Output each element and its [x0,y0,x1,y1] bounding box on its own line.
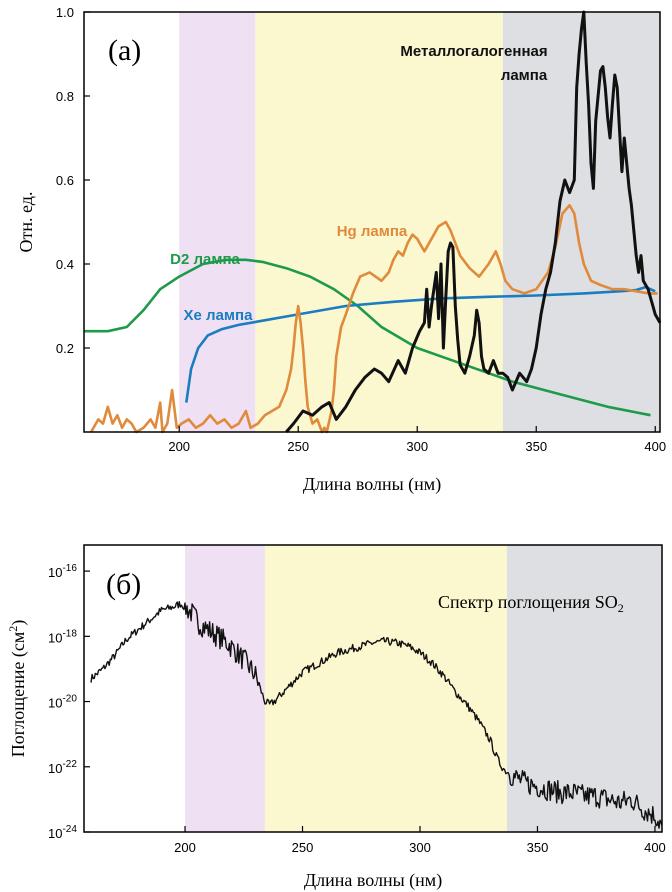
chart-b-xtick-label: 300 [409,840,431,855]
chart-b-ticks: 200 250 300 350 400 10-24 10-22 10-20 10-18 10-16 [48,563,666,855]
chart-b-ylabel-tail: ) [8,620,29,626]
chart-b-xtick-label: 250 [292,840,314,855]
chart-a-ytick-label: 1.0 [56,5,74,20]
chart-b-annotation-sub: 2 [618,601,624,615]
series-line-xe-лампа [185,285,656,403]
chart-b-annotation-main: Спектр поглощения SO [438,592,618,612]
chart-a-ylabel: Отн. ед. [16,192,36,253]
chart-b-ytick-label: 10-20 [48,694,77,711]
chart-b-frame [83,544,663,833]
chart-b-ylabel-main: Поглощение (см [8,632,29,757]
series-line-металлогалогенная-лампа [285,10,662,433]
chart-b-ytick-label: 10-16 [48,563,77,580]
chart-a-series-labels: D2 лампа Xe лампа Hg лампа Металлогалогенна… [170,43,548,324]
series-label-metal-halide: Металлогалогенная [400,43,547,60]
chart-b-ylabel-sup: 2 [6,626,20,632]
series-line-so2-absorption [90,601,663,829]
chart-a-xtick-label: 300 [406,439,428,454]
chart-a-panel-label: (а) [108,34,141,67]
chart-b-band-0 [185,545,265,832]
chart-a-band-1 [255,12,503,432]
chart-b-ylabel: Поглощение (см2) [6,620,29,757]
series-label-xe-лампа: Xe лампа [184,307,254,324]
chart-a-frame [83,11,661,433]
chart-a-xtick-label: 250 [287,439,309,454]
chart-a-xtick-label: 350 [525,439,547,454]
series-line-d2-лампа [84,258,651,417]
chart-b-panel-label: (б) [106,568,141,601]
chart-a-band-0 [179,12,256,432]
chart-b-ytick-label: 10-22 [48,759,77,776]
chart-a-ytick-label: 0.8 [56,89,74,104]
chart-a-ytick-label: 0.2 [56,341,74,356]
chart-a: 200 250 300 350 400 0.2 0.4 0.6 0.8 1.0 (а) Длина… [16,5,666,495]
chart-b-xlabel: Длина волны (нм) [304,870,442,891]
chart-a-ticks: 200 250 300 350 400 0.2 0.4 0.6 0.8 1.0 [56,5,666,454]
chart-a-ytick-label: 0.6 [56,173,74,188]
chart-b: 200 250 300 350 400 10-24 10-22 10-20 10-18 10-16… [6,544,666,891]
chart-b-band-1 [264,545,507,832]
chart-a-xtick-label: 200 [168,439,190,454]
chart-a-xtick-label: 400 [644,439,666,454]
series-label-d2-лампа: D2 лампа [170,251,240,268]
chart-b-ytick-label: 10-18 [48,628,77,645]
chart-b-ytick-label: 10-24 [48,824,77,841]
series-label-metal-halide-2: лампа [501,67,548,84]
chart-b-xtick-label: 350 [527,840,549,855]
chart-b-lines [90,601,663,829]
series-label-hg-лампа: Hg лампа [337,223,408,240]
chart-b-annotation: Спектр поглощения SO2 [438,592,624,615]
chart-b-xtick-label: 400 [644,840,666,855]
chart-b-xtick-label: 200 [174,840,196,855]
chart-a-xlabel: Длина волны (нм) [303,474,441,495]
chart-a-ytick-label: 0.4 [56,257,74,272]
